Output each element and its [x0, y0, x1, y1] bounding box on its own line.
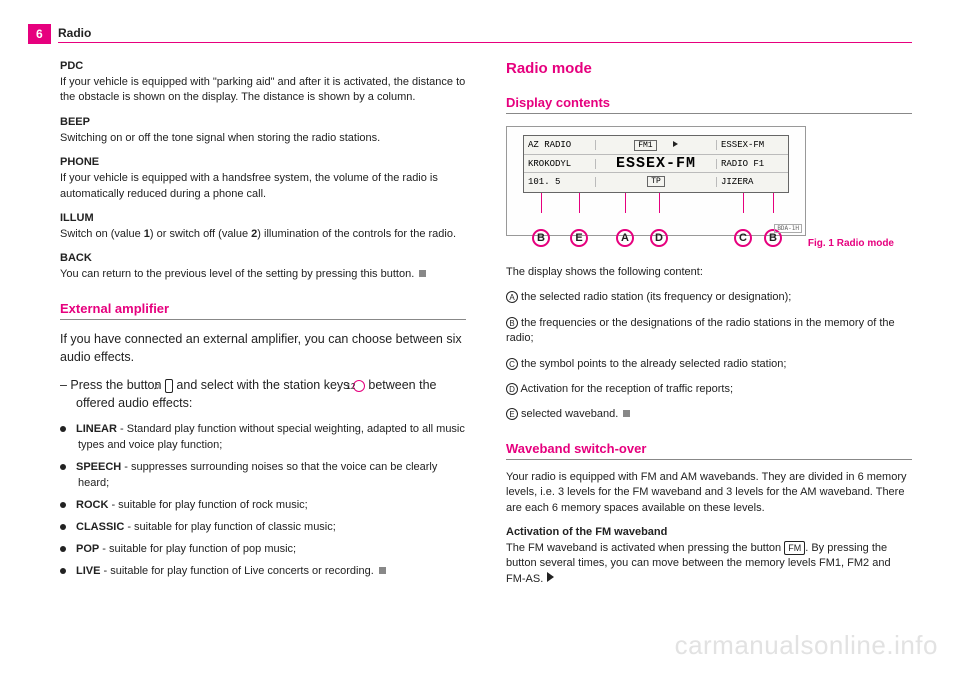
illum-text: Switch on (value 1) or switch off (value…	[60, 227, 466, 242]
item-c: C the symbol points to the already selec…	[506, 357, 912, 372]
waveband-p1: Your radio is equipped with FM and AM wa…	[506, 470, 912, 516]
circled-b: B	[506, 317, 518, 329]
item-a: A the selected radio station (its freque…	[506, 290, 912, 305]
end-square-icon	[419, 270, 426, 277]
figure-caption: Fig. 1 Radio mode	[506, 238, 894, 249]
waveband-heading: Waveband switch-over	[506, 441, 912, 456]
key-ref-12: 12	[353, 380, 365, 392]
watermark: carmanualsonline.info	[675, 630, 938, 661]
continue-arrow-icon	[547, 572, 554, 582]
back-text: You can return to the previous level of …	[60, 267, 466, 282]
fig-label-e: E	[570, 229, 588, 247]
display-intro: The display shows the following content:	[506, 265, 912, 280]
phone-text: If your vehicle is equipped with a hands…	[60, 171, 466, 202]
section-rule	[506, 113, 912, 114]
fm-key: FM	[784, 541, 805, 555]
back-title: BACK	[60, 252, 466, 264]
pdc-text: If your vehicle is equipped with "parkin…	[60, 75, 466, 106]
page-number: 6	[28, 24, 51, 44]
section-rule	[60, 319, 466, 320]
circled-c: C	[506, 358, 518, 370]
radio-mode-heading: Radio mode	[506, 60, 912, 77]
fig-label-b: B	[532, 229, 550, 247]
pdc-title: PDC	[60, 60, 466, 72]
lcd-r1-left: AZ RADIO	[524, 140, 596, 150]
external-amp-heading: External amplifier	[60, 301, 466, 316]
bullet-live: LIVE - suitable for play function of Liv…	[60, 564, 466, 580]
waveband-p2: The FM waveband is activated when pressi…	[506, 541, 912, 587]
fig-label-c: C	[734, 229, 752, 247]
beep-title: BEEP	[60, 116, 466, 128]
fig-label-d: D	[650, 229, 668, 247]
item-e: E selected waveband.	[506, 407, 912, 422]
bullet-classic: CLASSIC - suitable for play function of …	[60, 520, 466, 536]
fig-label-a: A	[616, 229, 634, 247]
figure-radio-display: AZ RADIO FM1 ESSEX-FM KROKODYL ESSEX-FM …	[506, 126, 806, 236]
pointer-icon	[673, 141, 678, 147]
item-d: D Activation for the reception of traffi…	[506, 382, 912, 397]
left-column: PDC If your vehicle is equipped with "pa…	[60, 60, 466, 643]
right-column: Radio mode Display contents AZ RADIO FM1…	[506, 60, 912, 643]
phone-title: PHONE	[60, 156, 466, 168]
bullet-speech: SPEECH - suppresses surrounding noises s…	[60, 460, 466, 492]
circled-a: A	[506, 291, 518, 303]
figure-code: BDA-1H	[774, 224, 802, 233]
lcd-r2-right: RADIO F1	[716, 159, 788, 169]
section-rule	[506, 459, 912, 460]
bullet-rock: ROCK - suitable for play function of roc…	[60, 498, 466, 514]
illum-title: ILLUM	[60, 212, 466, 224]
bullet-pop: POP - suitable for play function of pop …	[60, 542, 466, 558]
ext-amp-intro: If you have connected an external amplif…	[60, 330, 466, 366]
circled-d: D	[506, 383, 518, 395]
lcd-r2-center: ESSEX-FM	[596, 155, 716, 172]
bullet-linear: LINEAR - Standard play function without …	[60, 422, 466, 454]
circled-e: E	[506, 408, 518, 420]
lcd-r2-left: KROKODYL	[524, 159, 596, 169]
music-note-icon: ♫	[165, 379, 173, 393]
header-rule	[58, 42, 912, 43]
end-square-icon	[379, 567, 386, 574]
ext-amp-step: – Press the button ♫ and select with the…	[60, 376, 466, 412]
lcd-r3-right: JIZERA	[716, 177, 788, 187]
item-b: B the frequencies or the designations of…	[506, 316, 912, 347]
lcd-r3-center: TP	[596, 176, 716, 187]
end-square-icon	[623, 410, 630, 417]
waveband-sub: Activation of the FM waveband	[506, 526, 912, 538]
page-header: 6 Radio	[0, 24, 960, 44]
page-section-title: Radio	[58, 26, 91, 40]
lcd-screen: AZ RADIO FM1 ESSEX-FM KROKODYL ESSEX-FM …	[523, 135, 789, 193]
display-contents-heading: Display contents	[506, 95, 912, 110]
lcd-r3-left: 101. 5	[524, 177, 596, 187]
lcd-r1-right: ESSEX-FM	[716, 140, 788, 150]
beep-text: Switching on or off the tone signal when…	[60, 131, 466, 146]
lcd-r1-center: FM1	[596, 140, 716, 151]
